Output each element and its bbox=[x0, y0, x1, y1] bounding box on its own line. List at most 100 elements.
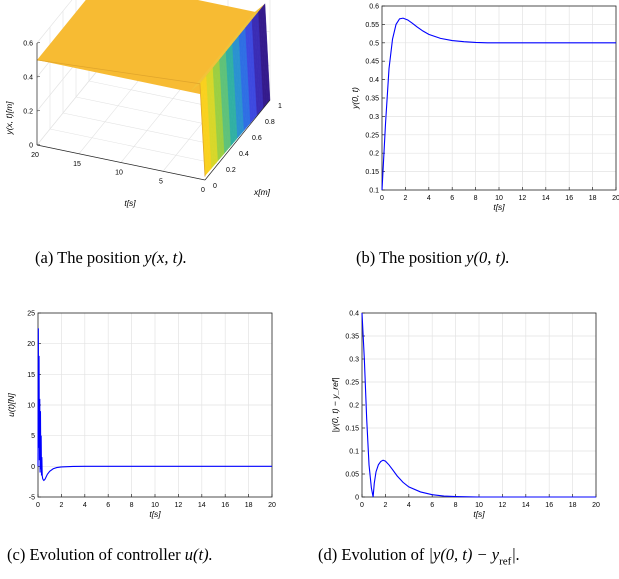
y-tick-label: -5 bbox=[29, 495, 35, 502]
x-tick-label: 6 bbox=[450, 195, 454, 202]
caption-b: (b) The position y(0, t). bbox=[356, 248, 510, 267]
x-tick-label: 18 bbox=[589, 195, 597, 202]
grid-line-x-floor bbox=[49, 128, 219, 165]
z-tick-label: 0.4 bbox=[23, 75, 33, 82]
x-tick-label: 10 bbox=[495, 195, 503, 202]
x-tick-label: 16 bbox=[565, 195, 573, 202]
x-tick-label: 8 bbox=[130, 502, 134, 509]
x-tick-label: 16 bbox=[221, 502, 229, 509]
x-tick-label: 14 bbox=[198, 502, 206, 509]
y-axis-label: |y(0, t) − y_ref| bbox=[330, 378, 340, 433]
z-axis-label: y(x, t)[m] bbox=[4, 101, 14, 136]
t-tick-label: 5 bbox=[159, 178, 163, 185]
y-tick-label: 0.25 bbox=[345, 380, 359, 387]
y-tick-label: 0.35 bbox=[365, 96, 379, 103]
y-tick-label: 0.35 bbox=[345, 334, 359, 341]
x-tick-label: 12 bbox=[499, 502, 507, 509]
y-tick-label: 0.2 bbox=[349, 403, 359, 410]
z-tick-label: 0.2 bbox=[23, 109, 33, 116]
y-axis-label: y(0, t) bbox=[350, 87, 360, 110]
z-tick bbox=[36, 144, 41, 146]
y-tick-label: 0.3 bbox=[349, 357, 359, 364]
x-tick-label: 0.8 bbox=[265, 119, 275, 126]
x-tick-label: 2 bbox=[59, 502, 63, 509]
y-tick-label: 15 bbox=[27, 372, 35, 379]
x-tick-label: 16 bbox=[545, 502, 553, 509]
x-axis-label: x[m] bbox=[253, 187, 271, 197]
x-tick-label: 10 bbox=[475, 502, 483, 509]
y-axis-label: u(t)[N] bbox=[6, 393, 16, 417]
x-tick-label: 4 bbox=[83, 502, 87, 509]
x-axis-label: t[s] bbox=[493, 202, 505, 212]
x-axis-label: t[s] bbox=[473, 509, 485, 519]
y-tick-label: 0.2 bbox=[369, 151, 379, 158]
x-tick-label: 6 bbox=[430, 502, 434, 509]
x-tick-label: 0.2 bbox=[226, 167, 236, 174]
z-tick bbox=[36, 110, 41, 112]
x-tick-label: 2 bbox=[383, 502, 387, 509]
surface-ridge bbox=[189, 3, 265, 92]
z-tick-label: 0.6 bbox=[23, 41, 33, 48]
t-axis-label: t[s] bbox=[124, 198, 136, 208]
t-tick-label: 0 bbox=[201, 187, 205, 194]
grid-line-z-back bbox=[36, 0, 73, 44]
x-tick-label: 0 bbox=[36, 502, 40, 509]
y-tick-label: 0.45 bbox=[365, 59, 379, 66]
y-tick-label: 0.4 bbox=[369, 77, 379, 84]
y-tick-label: 0.1 bbox=[369, 188, 379, 195]
x-axis-label: t[s] bbox=[149, 509, 161, 519]
x-tick-label: 18 bbox=[569, 502, 577, 509]
surface-plot-a: 0 0.2 0.4 0.6 20 15 10 5 0 0 0.2 0.4 0.6 0.8 1 t[s] x[m]… bbox=[4, 0, 282, 208]
x-tick-label: 8 bbox=[474, 195, 478, 202]
x-tick-label: 4 bbox=[427, 195, 431, 202]
x-tick-label: 2 bbox=[403, 195, 407, 202]
y-tick-label: 0.15 bbox=[365, 169, 379, 176]
x-tick-label: 20 bbox=[268, 502, 276, 509]
y-tick-label: 25 bbox=[27, 311, 35, 318]
y-tick-label: 0.15 bbox=[345, 426, 359, 433]
x-tick-label: 0.6 bbox=[252, 135, 262, 142]
line-plot-d: 0 2 4 6 8 10 12 14 16 18 20 0 0.05 0.1 0.15 0.2 0.25 0.3 0… bbox=[330, 311, 600, 520]
x-tick-label: 0 bbox=[360, 502, 364, 509]
series-line bbox=[361, 312, 596, 498]
x-tick-label: 0 bbox=[380, 195, 384, 202]
axis-t bbox=[36, 144, 206, 181]
y-tick-label: 0.55 bbox=[365, 22, 379, 29]
y-tick-label: 0.25 bbox=[365, 132, 379, 139]
y-tick-label: 0.6 bbox=[369, 4, 379, 11]
y-tick-label: 0.5 bbox=[369, 40, 379, 47]
t-tick-label: 10 bbox=[115, 170, 123, 177]
y-tick-label: 0.4 bbox=[349, 311, 359, 318]
y-tick-label: 10 bbox=[27, 403, 35, 410]
t-tick-label: 20 bbox=[31, 152, 39, 159]
grid-line-t-floor bbox=[36, 64, 103, 146]
y-tick-label: 0 bbox=[355, 495, 359, 502]
grid-line-t-floor bbox=[120, 82, 187, 163]
line-plot-b: 0 2 4 6 8 10 12 14 16 18 20 0.1 0.15 0.2 0.25 0.3 0.35 0.… bbox=[350, 4, 619, 213]
y-tick-label: 0.05 bbox=[345, 472, 359, 479]
x-tick-label: 0 bbox=[213, 183, 217, 190]
y-tick-label: 5 bbox=[31, 433, 35, 440]
t-tick-label: 15 bbox=[73, 161, 81, 168]
caption-d: (d) Evolution of |y(0, t) − yref|. bbox=[318, 545, 520, 568]
x-tick-label: 1 bbox=[278, 103, 282, 110]
caption-a: (a) The position y(x, t). bbox=[35, 248, 187, 267]
x-tick-label: 4 bbox=[407, 502, 411, 509]
x-tick-label: 10 bbox=[151, 502, 159, 509]
series-line bbox=[381, 17, 616, 191]
y-tick-label: 0.3 bbox=[369, 114, 379, 121]
x-tick-label: 20 bbox=[612, 195, 619, 202]
x-tick-label: 0.4 bbox=[239, 151, 249, 158]
x-tick-label: 14 bbox=[542, 195, 550, 202]
z-tick bbox=[36, 76, 41, 78]
series-line bbox=[37, 328, 272, 482]
y-tick-label: 20 bbox=[27, 341, 35, 348]
z-tick bbox=[36, 42, 41, 44]
surface-edge-left bbox=[36, 59, 206, 177]
z-tick-label: 0 bbox=[29, 143, 33, 150]
x-tick-label: 20 bbox=[592, 502, 600, 509]
x-tick-label: 18 bbox=[245, 502, 253, 509]
x-tick-label: 8 bbox=[454, 502, 458, 509]
x-tick-label: 12 bbox=[519, 195, 527, 202]
